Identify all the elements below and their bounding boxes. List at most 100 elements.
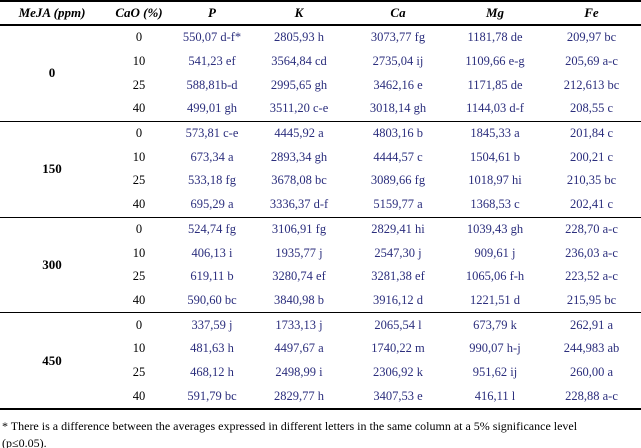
p-value-cell: 468,12 h: [190, 364, 234, 379]
p-value-cell: 695,29 a: [190, 197, 234, 212]
mg-value-cell: 990,07 h-j: [469, 341, 521, 356]
mg-value-cell: 909,61 j: [474, 245, 516, 260]
cao-value-cell: 40: [132, 388, 146, 403]
nutrient-content-table: MeJA (ppm) CaO (%) P K Ca Mg Fe 0 0 550,07…: [0, 0, 641, 409]
column-header-cao: CaO (%): [115, 5, 163, 20]
fe-value-cell: 236,03 a-c: [565, 245, 618, 260]
cao-value-cell: 40: [132, 292, 146, 307]
fe-value-cell: 262,91 a: [569, 317, 614, 332]
cao-value-cell: 0: [135, 317, 143, 332]
k-value-cell: 3511,20 c-e: [269, 101, 329, 116]
table-row: 25 619,11 b 3280,74 ef 3281,38 ef 1065,06 f-…: [0, 265, 641, 289]
footnote-line-2: (p≤0.05).: [2, 435, 47, 448]
p-value-cell: 481,63 h: [190, 341, 234, 356]
fe-value-cell: 200,21 c: [569, 149, 614, 164]
p-value-cell: 573,81 c-e: [185, 126, 239, 141]
cao-value-cell: 25: [132, 173, 146, 188]
table-row: 25 533,18 fg 3678,08 bc 3089,66 fg 1018,97 h…: [0, 169, 641, 193]
p-value-cell: 673,34 a: [190, 149, 234, 164]
meja-group-label: 0: [48, 65, 56, 81]
p-value-cell: 588,81b-d: [186, 77, 238, 92]
table-row: 450 0 337,59 j 1733,13 j 2065,54 l 673,79 k 26…: [0, 313, 641, 368]
table-row: 10 406,13 i 1935,77 j 2547,30 j 909,61 j 236,…: [0, 241, 641, 265]
cao-value-cell: 10: [132, 341, 146, 356]
k-value-cell: 1733,13 j: [275, 317, 323, 332]
ca-value-cell: 3089,66 fg: [370, 173, 426, 188]
p-value-cell: 499,01 gh: [187, 101, 237, 116]
table-row: 150 0 573,81 c-e 4445,92 a 4803,16 b 1845,33 …: [0, 121, 641, 176]
fe-value-cell: 212,613 bc: [563, 77, 620, 92]
k-value-cell: 4497,67 a: [274, 341, 324, 356]
ca-value-cell: 3462,16 e: [373, 77, 423, 92]
p-value-cell: 619,11 b: [190, 269, 234, 284]
footnote: * There is a difference between the aver…: [0, 418, 641, 448]
p-value-cell: 591,79 bc: [187, 388, 237, 403]
ca-value-cell: 3916,12 d: [373, 292, 423, 307]
k-value-cell: 3106,91 fg: [271, 221, 327, 236]
ca-value-cell: 3407,53 e: [373, 388, 423, 403]
meja-group-0: 0 0 550,07 d-f* 2805,93 h 3073,77 fg 1181,78 …: [0, 25, 641, 122]
p-value-cell: 541,23 ef: [188, 54, 236, 69]
ca-value-cell: 2065,54 l: [374, 317, 422, 332]
k-value-cell: 4445,92 a: [274, 126, 324, 141]
mg-value-cell: 1181,78 de: [467, 30, 523, 45]
ca-value-cell: 2829,41 hi: [371, 221, 425, 236]
column-header-k: K: [294, 5, 304, 20]
mg-value-cell: 1221,51 d: [470, 292, 520, 307]
p-value-cell: 590,60 bc: [187, 292, 237, 307]
mg-value-cell: 1504,61 b: [470, 149, 520, 164]
k-value-cell: 3840,98 b: [274, 292, 324, 307]
cao-value-cell: 25: [132, 77, 146, 92]
table-row: 10 541,23 ef 3564,84 cd 2735,04 ij 1109,66 e…: [0, 50, 641, 74]
ca-value-cell: 2306,92 k: [373, 364, 423, 379]
mg-value-cell: 1368,53 c: [470, 197, 520, 212]
ca-value-cell: 2735,04 ij: [372, 54, 424, 69]
fe-value-cell: 201,84 c: [569, 126, 614, 141]
fe-value-cell: 228,70 a-c: [565, 221, 618, 236]
column-header-mg: Mg: [485, 5, 505, 20]
ca-value-cell: 5159,77 a: [373, 197, 423, 212]
table-row: 25 588,81b-d 2995,65 gh 3462,16 e 1171,85 de…: [0, 73, 641, 97]
table-row: 40 591,79 bc 2829,77 h 3407,53 e 416,11 l 228…: [0, 384, 641, 409]
k-value-cell: 2829,77 h: [274, 388, 324, 403]
k-value-cell: 2498,99 i: [275, 364, 323, 379]
mg-value-cell: 1845,33 a: [470, 126, 520, 141]
ca-value-cell: 4444,57 c: [373, 149, 423, 164]
cao-value-cell: 10: [132, 245, 146, 260]
cao-value-cell: 40: [132, 101, 146, 116]
column-header-ca: Ca: [390, 5, 406, 20]
table-row: 25 468,12 h 2498,99 i 2306,92 k 951,62 ij 260…: [0, 361, 641, 385]
fe-value-cell: 244,983 ab: [563, 341, 620, 356]
footnote-line-1: * There is a difference between the aver…: [2, 419, 578, 433]
mg-value-cell: 1109,66 e-g: [465, 54, 525, 69]
cao-value-cell: 0: [135, 126, 143, 141]
mg-value-cell: 416,11 l: [474, 388, 516, 403]
column-header-fe: Fe: [584, 5, 599, 20]
meja-group-450: 450 0 337,59 j 1733,13 j 2065,54 l 673,79 k 26…: [0, 313, 641, 409]
fe-value-cell: 205,69 a-c: [565, 54, 618, 69]
fe-value-cell: 208,55 c: [569, 101, 614, 116]
mg-value-cell: 673,79 k: [473, 317, 517, 332]
k-value-cell: 3336,37 d-f: [269, 197, 329, 212]
p-value-cell: 337,59 j: [191, 317, 233, 332]
ca-value-cell: 1740,22 m: [371, 341, 425, 356]
fe-value-cell: 202,41 c: [569, 197, 614, 212]
ca-value-cell: 3018,14 gh: [369, 101, 427, 116]
meja-group-150: 150 0 573,81 c-e 4445,92 a 4803,16 b 1845,33 …: [0, 121, 641, 217]
table-header: MeJA (ppm) CaO (%) P K Ca Mg Fe: [0, 1, 641, 25]
meja-group-label: 300: [42, 256, 62, 272]
header-row: MeJA (ppm) CaO (%) P K Ca Mg Fe: [0, 1, 641, 25]
ca-value-cell: 3073,77 fg: [370, 30, 426, 45]
p-value-cell: 550,07 d-f*: [182, 30, 242, 45]
table-row: 40 590,60 bc 3840,98 b 3916,12 d 1221,51 d 21…: [0, 289, 641, 313]
table-row: 40 695,29 a 3336,37 d-f 5159,77 a 1368,53 c 2…: [0, 193, 641, 217]
table-row: 10 673,34 a 2893,34 gh 4444,57 c 1504,61 b 20…: [0, 145, 641, 169]
cao-value-cell: 25: [132, 269, 146, 284]
meja-group-label: 150: [42, 161, 62, 177]
cao-value-cell: 0: [135, 221, 143, 236]
fe-value-cell: 223,52 a-c: [565, 269, 618, 284]
fe-value-cell: 260,00 a: [569, 364, 614, 379]
k-value-cell: 2805,93 h: [274, 30, 324, 45]
column-header-p: P: [208, 5, 216, 20]
